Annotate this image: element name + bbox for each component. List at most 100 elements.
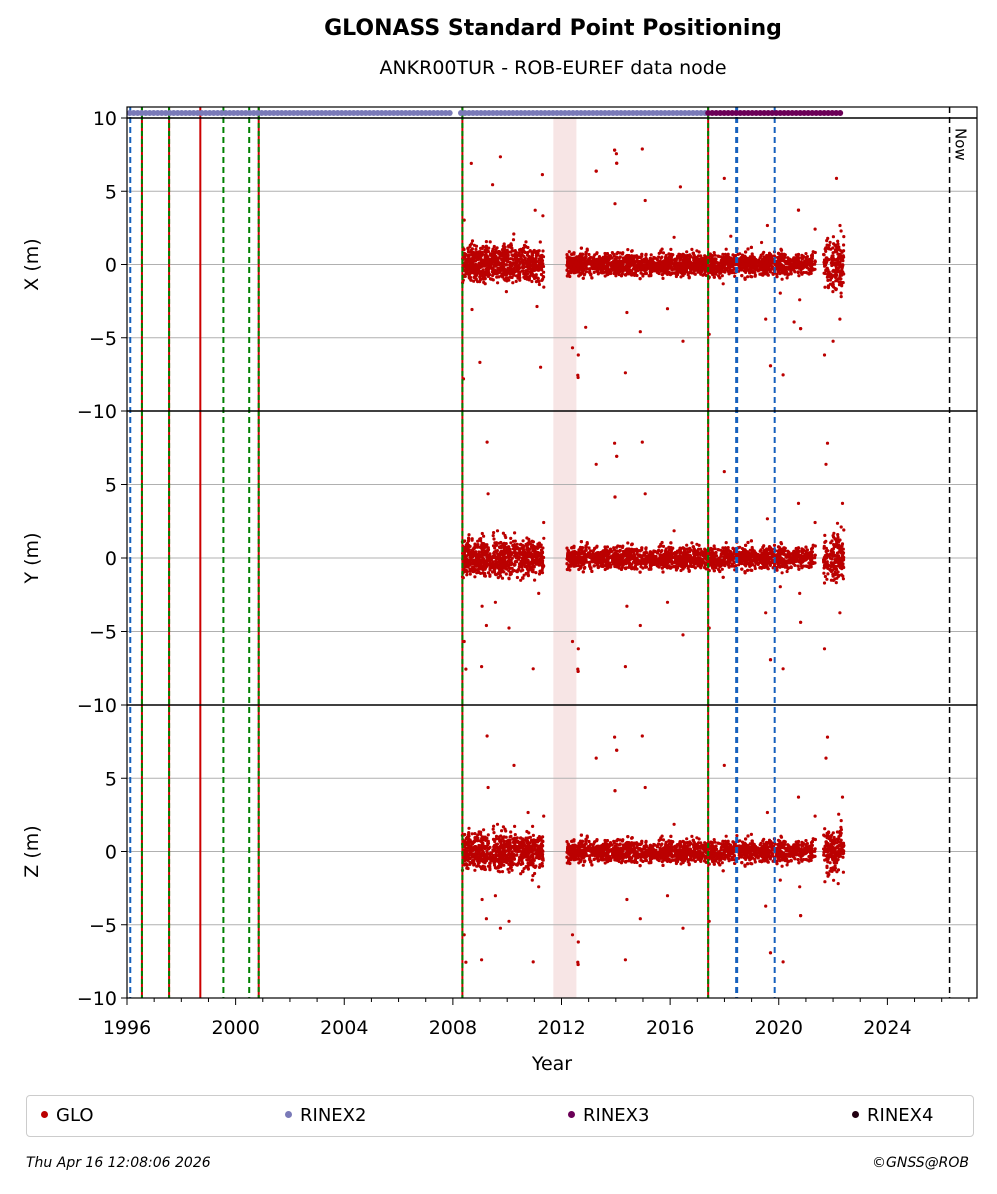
data-point [637, 260, 641, 264]
data-point [623, 273, 628, 277]
data-point [779, 263, 784, 267]
data-point [493, 546, 497, 550]
data-point [681, 252, 685, 256]
data-point [501, 562, 506, 566]
data-point [642, 259, 646, 263]
data-point [541, 559, 545, 563]
data-point [579, 246, 584, 250]
data-point [463, 261, 467, 265]
data-point [583, 272, 587, 276]
data-point [615, 161, 619, 165]
data-point [618, 255, 622, 259]
data-point [515, 575, 520, 580]
data-point [839, 291, 843, 295]
data-point [590, 276, 594, 280]
data-point [474, 252, 479, 257]
data-point [809, 267, 814, 272]
data-point [503, 267, 507, 271]
data-point [469, 557, 473, 562]
data-point [570, 346, 575, 350]
data-point [463, 257, 467, 261]
data-point [521, 246, 526, 250]
data-point [464, 667, 468, 671]
data-point [534, 273, 538, 278]
data-point [724, 247, 728, 251]
data-point [470, 537, 474, 541]
data-point [530, 569, 534, 574]
data-point [785, 276, 789, 280]
data-point [640, 147, 644, 151]
data-point [677, 265, 681, 269]
data-point [514, 555, 518, 559]
data-point [492, 551, 496, 555]
data-point [570, 252, 574, 256]
data-point [756, 269, 760, 273]
data-point [471, 569, 475, 574]
data-point [743, 258, 747, 262]
data-point [620, 266, 624, 270]
data-point [833, 250, 837, 254]
data-point [469, 560, 473, 564]
data-point [695, 263, 699, 267]
data-point [662, 269, 666, 273]
data-point [510, 253, 514, 257]
data-point [534, 253, 539, 257]
data-point [533, 578, 537, 582]
data-point [480, 665, 484, 669]
data-point [505, 259, 510, 264]
data-point [640, 252, 644, 256]
data-point [542, 536, 546, 540]
data-point [484, 623, 488, 628]
data-point [715, 270, 719, 274]
data-point [789, 272, 793, 276]
data-point [521, 568, 525, 572]
data-point [514, 279, 518, 283]
data-point [670, 272, 674, 276]
data-point [721, 282, 725, 286]
data-point [515, 267, 519, 271]
data-point [636, 265, 641, 269]
data-point [633, 264, 637, 268]
data-point [663, 265, 668, 269]
data-point [597, 255, 602, 259]
data-point [536, 276, 540, 281]
data-point [750, 269, 755, 273]
data-point [517, 254, 522, 258]
data-point [529, 555, 533, 559]
data-point [476, 543, 480, 547]
data-point [718, 276, 722, 280]
data-point [503, 254, 507, 258]
data-point [583, 263, 587, 267]
data-point [511, 539, 516, 543]
data-point [515, 265, 519, 269]
data-point [480, 252, 485, 256]
data-point [719, 270, 723, 274]
data-point [542, 555, 546, 560]
data-point [799, 266, 803, 270]
data-point [717, 263, 721, 268]
data-point [481, 557, 485, 561]
data-point [716, 548, 720, 552]
data-point [474, 564, 479, 568]
data-point [741, 263, 745, 267]
data-point [608, 262, 612, 266]
data-point [785, 261, 790, 265]
data-point [509, 563, 513, 567]
data-point [488, 554, 492, 559]
data-point [526, 548, 530, 552]
data-point [801, 265, 806, 269]
data-point [494, 559, 498, 563]
data-point [746, 258, 751, 262]
data-point [687, 265, 691, 269]
data-point [507, 576, 511, 580]
data-point [608, 256, 613, 260]
data-point [490, 260, 494, 264]
data-point [509, 266, 513, 270]
data-point [517, 547, 521, 551]
data-point [542, 285, 546, 289]
data-point [842, 235, 846, 239]
data-point [479, 272, 483, 276]
data-point [837, 248, 842, 252]
data-point [469, 278, 473, 282]
